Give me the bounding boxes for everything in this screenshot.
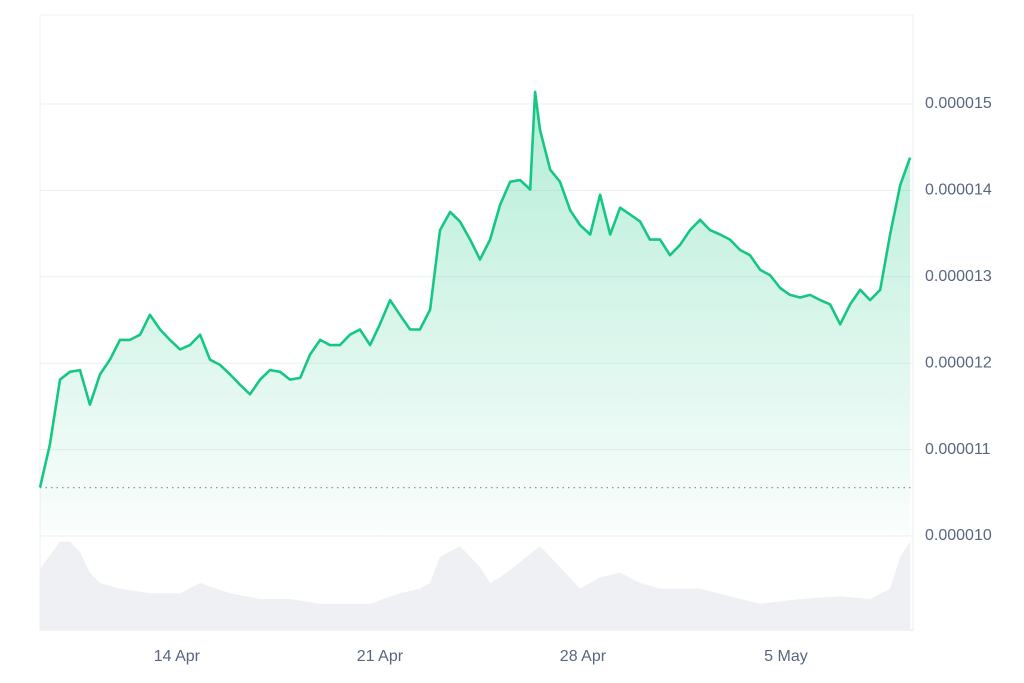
y-tick-label: 0.000011 [925,441,991,458]
y-tick-label: 0.000010 [925,527,992,544]
y-tick-label: 0.000012 [925,354,992,371]
volume-area [40,541,911,630]
x-tick-label: 14 Apr [154,648,201,665]
price-area [40,91,911,537]
y-tick-label: 0.000014 [925,182,992,199]
price-line [38,90,912,488]
y-tick-label: 0.000015 [925,95,992,112]
x-tick-label: 5 May [764,648,808,665]
x-tick-label: 28 Apr [560,648,607,665]
x-tick-label: 21 Apr [357,648,404,665]
y-tick-label: 0.000013 [925,268,992,285]
